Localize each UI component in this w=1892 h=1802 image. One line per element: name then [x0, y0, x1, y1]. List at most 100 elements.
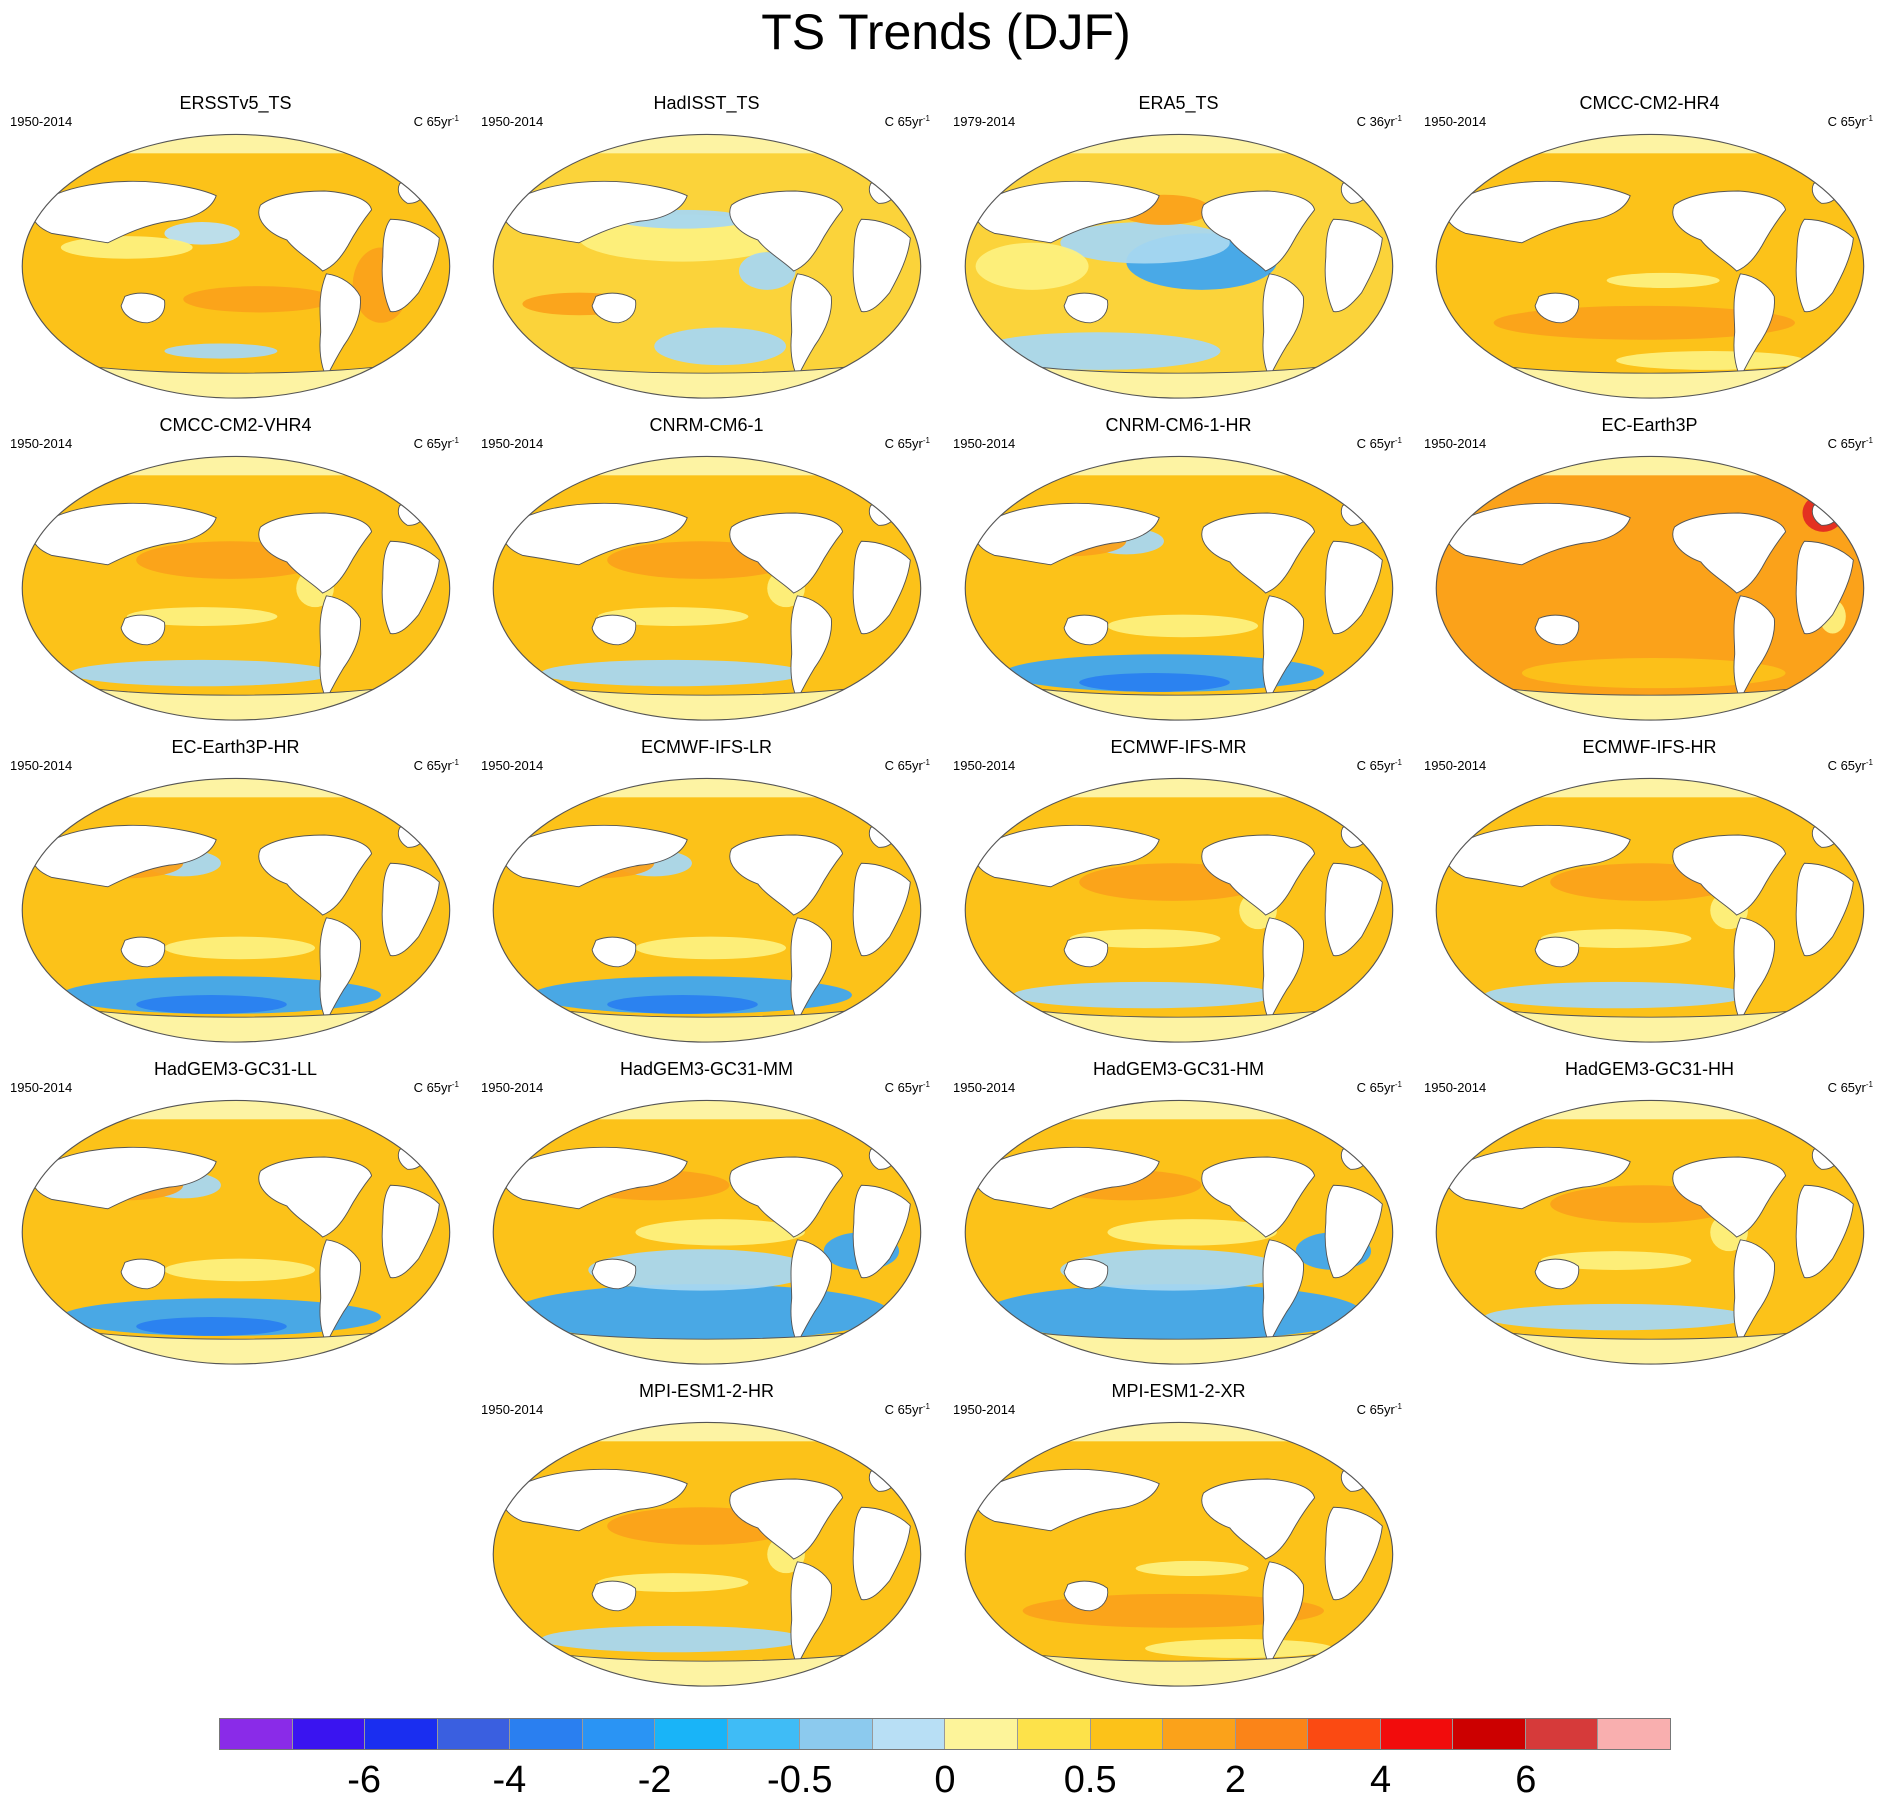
world-map — [492, 1421, 922, 1687]
panel-units-text: C 65yr — [1356, 1402, 1395, 1417]
panel-title: HadGEM3-GC31-LL — [153, 1059, 318, 1079]
world-map — [964, 133, 1394, 399]
land-americas-north — [729, 1156, 844, 1238]
colorbar-swatch — [437, 1719, 511, 1749]
panel-units: C 65yr-1 — [414, 1077, 459, 1096]
map-outline — [21, 455, 451, 721]
land-australia — [1063, 1258, 1109, 1290]
trend-anomaly — [164, 343, 278, 359]
panel-period: 1950-2014 — [10, 1080, 73, 1095]
trend-anomaly — [60, 236, 193, 259]
land-americas-north — [729, 1478, 844, 1560]
trend-anomaly — [1540, 1251, 1692, 1270]
land-australia — [1063, 614, 1109, 646]
panel-period: 1950-2014 — [481, 114, 544, 129]
land-americas-south — [1733, 595, 1775, 701]
arctic-band — [22, 778, 450, 798]
colorbar-swatch — [582, 1719, 656, 1749]
arctic-band — [965, 1422, 1393, 1442]
land-americas-north — [258, 834, 373, 916]
arctic-band — [965, 134, 1393, 154]
land-africa — [1795, 1184, 1854, 1279]
land-africa — [1324, 1506, 1383, 1601]
colorbar-tick-label: -6 — [347, 1759, 382, 1801]
panel-units: C 65yr-1 — [1828, 433, 1873, 452]
trend-anomaly — [607, 995, 758, 1014]
trend-anomaly — [126, 607, 278, 626]
panel-period: 1950-2014 — [1424, 114, 1487, 129]
trend-anomaly — [513, 1284, 890, 1341]
trend-anomaly — [136, 995, 287, 1014]
map-outline — [21, 133, 451, 399]
land-eurasia — [31, 502, 217, 566]
trend-anomaly — [1107, 1219, 1277, 1246]
land-americas-north — [1201, 1478, 1316, 1560]
colorbar — [219, 1718, 1671, 1750]
land-eurasia — [31, 180, 217, 244]
land-americas-north — [1672, 512, 1787, 594]
arctic-band — [493, 456, 921, 476]
land-eurasia — [1445, 1146, 1631, 1210]
trend-anomaly — [164, 222, 240, 245]
arctic-band — [1436, 1100, 1864, 1120]
world-map — [964, 455, 1394, 721]
world-map — [964, 1099, 1394, 1365]
trend-anomaly — [1616, 351, 1805, 370]
panel-title: CNRM-CM6-1 — [649, 415, 764, 435]
panel-units-exponent: -1 — [922, 436, 930, 445]
trend-anomaly — [635, 1219, 805, 1246]
land-australia — [591, 292, 637, 324]
trend-anomaly — [1606, 272, 1720, 288]
world-map — [21, 133, 451, 399]
trend-anomaly — [985, 1284, 1362, 1341]
panel-period: 1950-2014 — [953, 436, 1016, 451]
panel-period: 1950-2014 — [1424, 1080, 1487, 1095]
land-eurasia — [1445, 824, 1631, 888]
map-outline — [492, 1421, 922, 1687]
land-americas-south — [1262, 1239, 1304, 1345]
panel-units: C 65yr-1 — [1357, 1399, 1402, 1418]
panel-period: 1950-2014 — [481, 1080, 544, 1095]
colorbar-swatch — [1235, 1719, 1309, 1749]
land-australia — [120, 292, 166, 324]
land-australia — [1534, 292, 1580, 324]
trend-anomaly — [654, 327, 787, 366]
land-africa — [852, 862, 911, 957]
panel-units: C 65yr-1 — [885, 433, 930, 452]
colorbar-swatch — [727, 1719, 801, 1749]
map-panel: CMCC-CM2-HR4 1950-2014 C 65yr-1 — [1414, 92, 1885, 414]
colorbar-tick-label: 6 — [1515, 1759, 1537, 1801]
map-panel: EC-Earth3P-HR 1950-2014 C 65yr-1 — [0, 736, 471, 1058]
world-map — [21, 1099, 451, 1365]
panel-title: EC-Earth3P — [1601, 415, 1698, 435]
colorbar-tick-label: -2 — [637, 1759, 672, 1801]
panel-title: CNRM-CM6-1-HR — [1105, 415, 1252, 435]
trend-anomaly — [597, 607, 749, 626]
colorbar-swatch — [1018, 1719, 1091, 1749]
land-eurasia — [1445, 502, 1631, 566]
land-africa — [1795, 218, 1854, 313]
panel-units-text: C 65yr — [1827, 436, 1866, 451]
panel-title: HadGEM3-GC31-MM — [619, 1059, 794, 1079]
arctic-band — [965, 456, 1393, 476]
map-outline — [1435, 133, 1865, 399]
trend-anomaly — [1069, 929, 1221, 948]
land-africa — [852, 1506, 911, 1601]
panel-title: CMCC-CM2-HR4 — [1579, 93, 1720, 113]
trend-anomaly — [1484, 981, 1748, 1009]
arctic-band — [965, 1100, 1393, 1120]
arctic-band — [1436, 778, 1864, 798]
arctic-band — [493, 778, 921, 798]
map-outline — [1435, 455, 1865, 721]
trend-anomaly — [1013, 981, 1277, 1009]
panel-units: C 65yr-1 — [885, 1399, 930, 1418]
trend-anomaly — [183, 286, 334, 313]
land-americas-north — [729, 190, 844, 272]
land-eurasia — [974, 824, 1160, 888]
land-americas-north — [1201, 1156, 1316, 1238]
panel-units-text: C 65yr — [1827, 758, 1866, 773]
panel-units-exponent: -1 — [1865, 758, 1873, 767]
land-australia — [591, 614, 637, 646]
panel-title: ECMWF-IFS-LR — [641, 737, 772, 757]
trend-anomaly — [164, 936, 316, 960]
